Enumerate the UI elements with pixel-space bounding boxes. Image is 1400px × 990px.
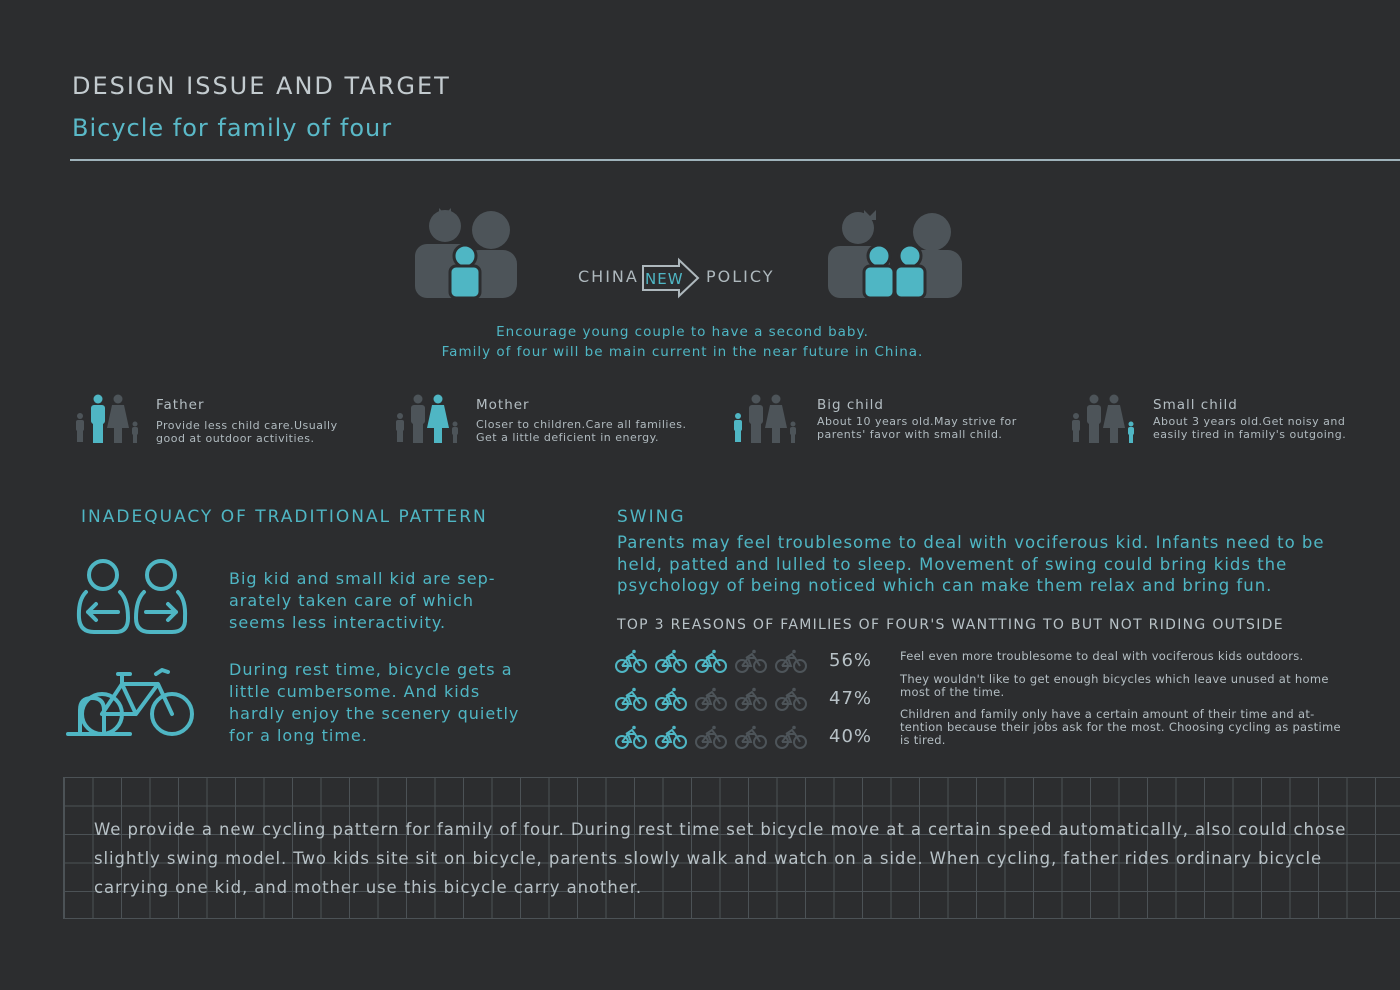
cyclist-icon-filled <box>655 649 687 673</box>
cyclist-icon-empty <box>775 687 807 711</box>
parked-bicycle-icon <box>66 668 194 736</box>
policy-new-label: NEW <box>645 270 684 288</box>
separated-kids-icon <box>76 559 188 634</box>
reason2-percent: 47% <box>829 688 873 709</box>
arrow-right-icon <box>642 257 700 299</box>
cyclist-icon-empty <box>775 725 807 749</box>
reason1-text: Feel even more troublesome to deal with … <box>900 649 1304 663</box>
father-highlight-icon <box>76 394 138 443</box>
cyclist-icon-empty <box>735 725 767 749</box>
reasons-heading: TOP 3 REASONS OF FAMILIES OF FOUR'S WANT… <box>617 617 1284 633</box>
reason3-text: Children and family only have a certain … <box>900 707 1341 747</box>
member-small-child-desc: About 3 years old.Get noisy and easily t… <box>1153 415 1347 441</box>
inadequacy-point2: During rest time, bicycle gets a little … <box>229 660 520 745</box>
member-mother-desc: Closer to children.Care all families. Ge… <box>476 418 687 444</box>
reasons-bike-rows <box>615 649 807 749</box>
swing-heading: SWING <box>617 507 686 527</box>
family-of-four-icon <box>828 210 962 300</box>
cyclist-icon-filled <box>655 725 687 749</box>
cyclist-icon-empty <box>695 725 727 749</box>
cyclist-icon-empty <box>695 687 727 711</box>
member-big-child-desc: About 10 years old.May strive for parent… <box>817 415 1017 441</box>
small-child-highlight-icon <box>1072 394 1134 443</box>
member-mother-name: Mother <box>476 397 530 413</box>
big-child-highlight-icon <box>734 394 796 443</box>
policy-left-label: CHINA <box>578 267 639 286</box>
member-small-child-name: Small child <box>1153 397 1238 413</box>
page-subtitle: Bicycle for family of four <box>72 114 393 142</box>
cyclist-icon-filled <box>695 649 727 673</box>
inadequacy-point1: Big kid and small kid are sep-arately ta… <box>229 569 496 632</box>
cyclist-icon-empty <box>735 649 767 673</box>
reason1-percent: 56% <box>829 650 873 671</box>
swing-body: Parents may feel troublesome to deal wit… <box>617 533 1325 595</box>
conclusion-text: We provide a new cycling pattern for fam… <box>94 820 1347 897</box>
reason2-text: They wouldn't like to get enough bicycle… <box>900 672 1329 699</box>
page-title: DESIGN ISSUE AND TARGET <box>72 72 451 100</box>
cyclist-icon-filled <box>655 687 687 711</box>
cyclist-icon-empty <box>735 687 767 711</box>
policy-right-label: POLICY <box>706 267 775 286</box>
member-father-name: Father <box>156 397 205 413</box>
cyclist-icon-filled <box>615 687 647 711</box>
header-divider <box>70 159 1400 161</box>
conclusion-grid-panel <box>63 777 1400 919</box>
cyclist-icon-filled <box>615 649 647 673</box>
family-of-three-icon <box>415 208 517 300</box>
inadequacy-heading: INADEQUACY OF TRADITIONAL PATTERN <box>81 507 488 527</box>
reason3-percent: 40% <box>829 726 873 747</box>
member-father-desc: Provide less child care.Usually good at … <box>156 419 338 445</box>
policy-encourage-line1: Encourage young couple to have a second … <box>496 324 869 340</box>
mother-highlight-icon <box>396 394 458 443</box>
member-big-child-name: Big child <box>817 397 884 413</box>
cyclist-icon-empty <box>775 649 807 673</box>
policy-encourage-line2: Family of four will be main current in t… <box>441 344 924 360</box>
cyclist-icon-filled <box>615 725 647 749</box>
